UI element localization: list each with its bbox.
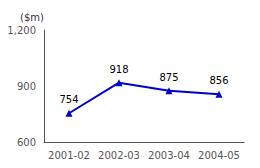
svg-text:($m): ($m) [20,12,44,23]
svg-text:2004-05: 2004-05 [198,150,240,161]
svg-text:2001-02: 2001-02 [48,150,90,161]
svg-text:754: 754 [59,94,78,105]
svg-text:900: 900 [17,81,36,92]
svg-text:875: 875 [159,72,178,83]
svg-text:856: 856 [209,75,228,86]
svg-text:1,200: 1,200 [7,25,36,36]
svg-text:918: 918 [109,64,128,75]
svg-text:600: 600 [17,137,36,148]
svg-text:2003-04: 2003-04 [148,150,190,161]
svg-text:2002-03: 2002-03 [98,150,140,161]
